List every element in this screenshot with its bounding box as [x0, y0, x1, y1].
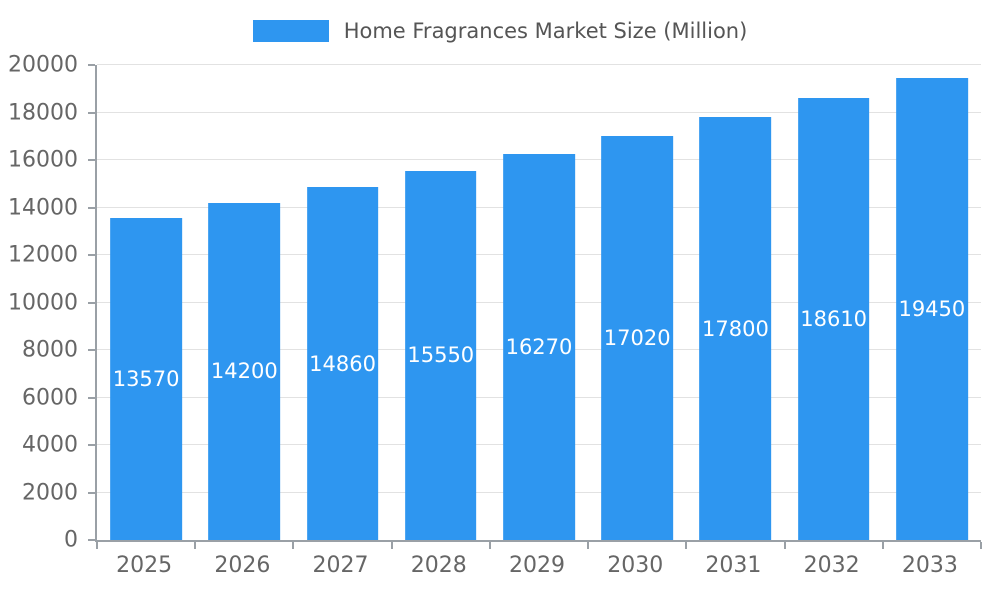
x-axis-label: 2031	[705, 553, 762, 578]
y-axis-label: 6000	[22, 385, 78, 410]
y-axis-tick	[88, 254, 95, 256]
y-axis-tick	[88, 206, 95, 209]
y-axis-label: 12000	[8, 242, 78, 268]
x-axis-label: 2029	[508, 553, 565, 578]
x-axis-tick	[980, 542, 982, 549]
x-axis-tick	[194, 542, 197, 549]
bar-band-2031: 17800	[686, 65, 784, 540]
gridline	[97, 64, 981, 65]
bar-band-2026: 14200	[195, 65, 293, 540]
legend-label[interactable]: Home Fragrances Market Size (Million)	[343, 19, 748, 43]
bar-band-2029: 16270	[490, 65, 588, 540]
y-axis-tick	[88, 444, 95, 446]
gridline	[97, 111, 981, 113]
bar-value-label: 15550	[407, 343, 475, 368]
legend: Home Fragrances Market Size (Million)	[0, 18, 1000, 44]
y-axis-label: 4000	[22, 432, 78, 458]
bar-band-2025: 13570	[97, 65, 195, 540]
x-axis-tick	[390, 542, 393, 549]
y-axis-label: 8000	[22, 337, 78, 363]
x-axis-tick	[685, 542, 688, 549]
y-axis-label: 10000	[8, 290, 78, 315]
x-axis-tick	[488, 542, 491, 549]
y-axis-label: 14000	[8, 195, 78, 220]
bar-band-2027: 14860	[293, 65, 391, 540]
x-axis-tick	[881, 542, 884, 549]
bar-2027[interactable]: 14860	[306, 187, 379, 540]
x-axis: 2025 2026 2027 2028 2029 2030 2031 2032 2033	[95, 553, 979, 578]
y-axis-tick	[88, 64, 95, 66]
x-axis-label: 2028	[410, 553, 467, 578]
x-axis-label: 2030	[607, 553, 664, 578]
x-axis-tick	[96, 542, 98, 549]
legend-swatch[interactable]	[252, 20, 329, 42]
y-axis-tick	[88, 301, 95, 304]
y-axis-label: 2000	[22, 480, 78, 505]
bar-band-2030: 17020	[588, 65, 686, 540]
y-axis-tick	[88, 396, 95, 399]
y-axis-tick	[88, 491, 95, 494]
bar-value-label: 17020	[603, 325, 671, 350]
bar-2030[interactable]: 17020	[601, 135, 674, 540]
bar-2028[interactable]: 15550	[404, 170, 477, 540]
y-axis-label: 0	[64, 527, 78, 553]
bar-2031[interactable]: 17800	[699, 117, 772, 540]
bar-value-label: 14200	[210, 359, 278, 384]
bar-2032[interactable]: 18610	[797, 98, 870, 540]
x-axis-label: 2033	[901, 553, 958, 578]
bar-2029[interactable]: 16270	[503, 153, 575, 540]
bar-band-2028: 15550	[392, 65, 490, 540]
x-axis-label: 2025	[116, 553, 173, 578]
bar-2033[interactable]: 19450	[896, 78, 968, 540]
y-axis-label: 16000	[8, 147, 78, 173]
bar-value-label: 17800	[702, 316, 769, 341]
bar-value-label: 16270	[505, 334, 573, 359]
y-axis: 0 2000 4000 6000 8000 10000 12000 14000 16000 180…	[0, 53, 86, 553]
bar-2025[interactable]: 13570	[110, 217, 182, 540]
x-axis-tick	[587, 542, 590, 549]
bar-value-label: 18610	[800, 307, 868, 331]
y-axis-label: 18000	[8, 100, 78, 125]
x-axis-label: 2026	[214, 553, 271, 578]
bar-2026[interactable]: 14200	[208, 202, 281, 540]
y-axis-label: 20000	[8, 52, 78, 78]
bar-value-label: 14860	[309, 351, 376, 376]
bar-band-2032: 18610	[785, 65, 883, 540]
x-axis-label: 2032	[803, 553, 860, 578]
x-axis-label: 2027	[312, 553, 369, 578]
y-axis-tick	[88, 111, 95, 114]
bars-group: 13570 14200 14860 15550 16270 17020 17800 18610…	[97, 65, 981, 540]
bar-value-label: 19450	[898, 297, 966, 322]
y-axis-tick	[88, 159, 95, 161]
y-axis-tick	[88, 349, 95, 351]
bar-value-label: 13570	[112, 366, 180, 391]
plot-area: 13570 14200 14860 15550 16270 17020 17800 18610…	[88, 64, 982, 549]
x-axis-tick	[292, 542, 295, 549]
x-axis-tick	[783, 542, 786, 549]
bar-band-2033: 19450	[883, 65, 981, 540]
y-axis-tick	[88, 539, 95, 541]
